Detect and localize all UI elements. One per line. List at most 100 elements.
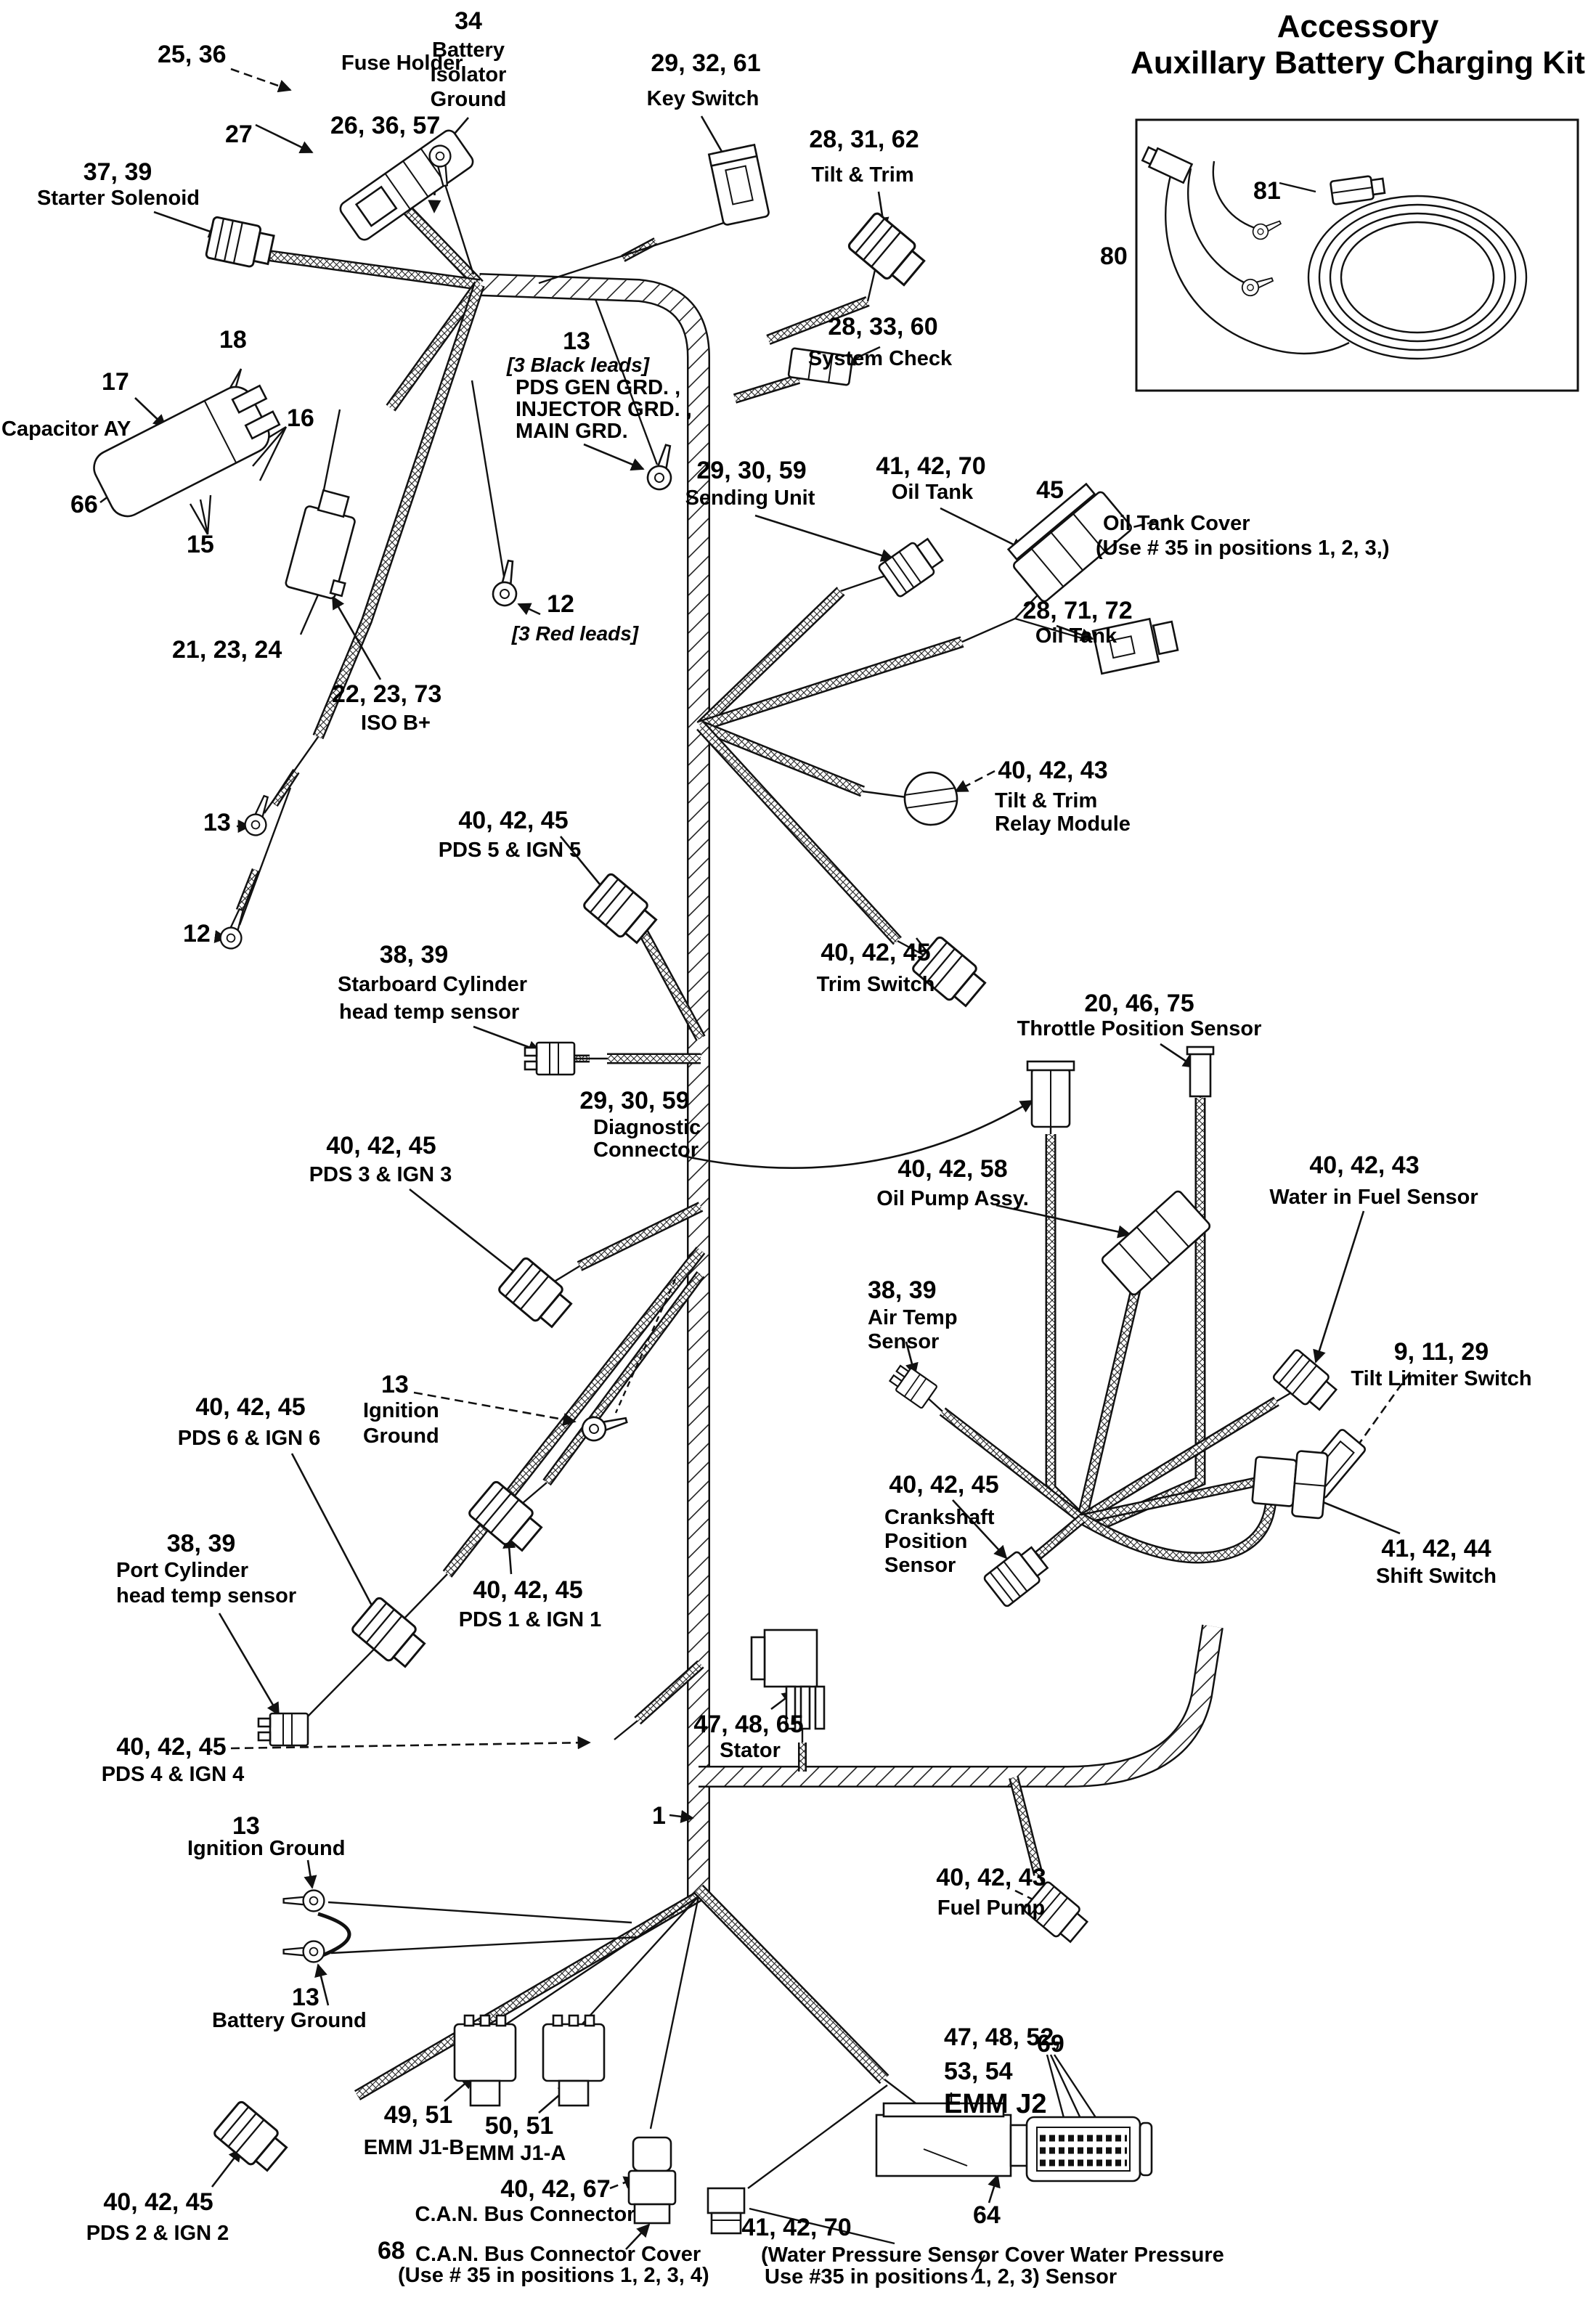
- pds2-connector: [211, 2099, 292, 2177]
- label-tilt-limiter-name: Tilt Limiter Switch: [1351, 1367, 1532, 1390]
- label-water-pressure-nums: 41, 42, 70: [741, 2214, 852, 2241]
- label-18: 18: [219, 326, 247, 354]
- label-stator-name: Stator: [720, 1739, 781, 1762]
- label-black-leads-l1: PDS GEN GRD. ,: [516, 376, 681, 399]
- label-pds4-name: PDS 4 & IGN 4: [101, 1763, 245, 1786]
- key-switch-connector: [707, 143, 770, 226]
- ground-ring-12: [216, 905, 252, 953]
- emm-j2-connector: [875, 2102, 1047, 2177]
- accessory-kit-box: [1135, 118, 1579, 392]
- label-pds5-name: PDS 5 & IGN 5: [438, 839, 582, 862]
- label-pds4-nums: 40, 42, 45: [116, 1733, 227, 1761]
- label-battery-isolator-nums: 34: [455, 7, 482, 35]
- accessory-title-line2: Auxillary Battery Charging Kit: [1131, 45, 1585, 81]
- label-pds2-name: PDS 2 & IGN 2: [86, 2222, 229, 2245]
- label-64: 64: [973, 2201, 1001, 2229]
- label-oil-tank-cover-name: Oil Tank Cover: [1103, 512, 1250, 535]
- sending-unit-connector: [876, 533, 947, 599]
- can-bus-connector-part: [627, 2136, 677, 2225]
- label-pds1-nums: 40, 42, 45: [473, 1576, 583, 1604]
- label-water-pressure-l1: (Water Pressure Sensor Cover Water Press…: [761, 2243, 1224, 2267]
- label-j2-name: EMM J2: [944, 2089, 1047, 2119]
- label-16: 16: [287, 404, 314, 432]
- label-port-l2: head temp sensor: [116, 1584, 297, 1607]
- label-black-leads-note: [3 Black leads]: [506, 354, 650, 376]
- label-throttle-nums: 20, 46, 75: [1084, 990, 1194, 1017]
- label-black-leads-l2: INJECTOR GRD. ,: [516, 398, 692, 421]
- oil-pump-connector: [1101, 1190, 1211, 1296]
- label-battery-isolator-l2: Isolator: [430, 63, 507, 86]
- label-27: 27: [225, 121, 253, 148]
- fuse-holder-part: [339, 129, 474, 241]
- label-81: 81: [1253, 177, 1281, 205]
- label-oil-tank-b-name: Oil Tank: [1035, 624, 1117, 648]
- label-17: 17: [102, 368, 129, 396]
- label-fuse-holder-name: Fuse Holder: [341, 52, 463, 75]
- tilt-trim-relay-connector: [903, 771, 958, 826]
- label-oil-tank-cover-nums: 45: [1036, 476, 1064, 504]
- oil-tank-connector: [1006, 482, 1132, 603]
- label-j1b-nums: 49, 51: [383, 2101, 453, 2129]
- label-key-switch-name: Key Switch: [646, 87, 760, 110]
- label-air-temp-l1: Air Temp: [868, 1306, 958, 1329]
- label-water-fuel-name: Water in Fuel Sensor: [1269, 1186, 1478, 1209]
- port-head-temp-sensor: [257, 1712, 309, 1747]
- emm-j1a-connector: [542, 2014, 606, 2107]
- label-tilt-trim-nums: 28, 31, 62: [809, 126, 919, 153]
- label-j1b-name: EMM J1-B: [363, 2136, 465, 2159]
- label-starter-solenoid-nums: 37, 39: [83, 158, 152, 186]
- iso-b-relay: [285, 489, 356, 600]
- ground-ring-13: [241, 792, 277, 839]
- label-oil-tank-a-name: Oil Tank: [891, 481, 974, 504]
- label-port-l1: Port Cylinder: [116, 1559, 249, 1582]
- label-air-temp-nums: 38, 39: [868, 1276, 937, 1304]
- label-shift-switch-name: Shift Switch: [1376, 1565, 1497, 1588]
- label-sending-unit-nums: 29, 30, 59: [696, 457, 807, 484]
- red-leads-ring: [490, 558, 524, 608]
- label-tt-relay-l1: Tilt & Trim: [995, 789, 1098, 812]
- label-capacitor-ay: Capacitor AY: [1, 417, 131, 441]
- label-j1a-nums: 50, 51: [484, 2112, 554, 2140]
- label-starter-solenoid-name: Starter Solenoid: [37, 187, 200, 210]
- label-tilt-trim-name: Tilt & Trim: [811, 163, 914, 187]
- battery-ground-ring: [282, 1940, 325, 1963]
- label-diagnostic-nums: 29, 30, 59: [579, 1087, 690, 1114]
- label-pds6-nums: 40, 42, 45: [195, 1393, 306, 1421]
- j2-pin-housing: [1025, 2116, 1153, 2182]
- starter-solenoid-connector: [204, 215, 277, 272]
- label-j2-l2: 53, 54: [944, 2058, 1013, 2085]
- label-ign-ground-mid-l2: Ground: [363, 1424, 439, 1448]
- label-water-fuel-nums: 40, 42, 43: [1309, 1152, 1420, 1179]
- label-black-leads-l3: MAIN GRD.: [516, 420, 628, 443]
- label-ign-ground-mid-l1: Ignition: [363, 1399, 439, 1422]
- label-13-lead: 13: [203, 809, 231, 836]
- label-system-check-nums: 28, 33, 60: [828, 313, 938, 341]
- label-ign-ground-low-name: Ignition Ground: [187, 1837, 346, 1860]
- stator-connector: [750, 1629, 826, 1730]
- label-shift-switch-nums: 41, 42, 44: [1381, 1535, 1491, 1562]
- label-fuse-holder-nums: 25, 36: [158, 41, 227, 68]
- water-in-fuel-connector: [1271, 1348, 1341, 1415]
- label-air-temp-l2: Sensor: [868, 1330, 940, 1353]
- label-red-leads-note: [3 Red leads]: [511, 622, 639, 645]
- label-red-leads-nums: 12: [547, 590, 574, 618]
- accessory-title-line1: Accessory: [1277, 9, 1439, 44]
- oil-tank-2-connector: [1091, 617, 1179, 675]
- label-12-lead: 12: [183, 920, 211, 947]
- label-port-nums: 38, 39: [166, 1530, 236, 1557]
- lower-trunk: [699, 1625, 1222, 1786]
- label-system-check-name: System Check: [807, 347, 953, 370]
- label-water-pressure-l2: Use #35 in positions 1, 2, 3) Sensor: [765, 2265, 1117, 2288]
- label-15: 15: [187, 531, 214, 558]
- label-oil-pump-nums: 40, 42, 58: [897, 1155, 1008, 1183]
- label-battery-ground-nums: 13: [292, 1984, 319, 2011]
- label-tt-relay-l2: Relay Module: [995, 812, 1131, 836]
- label-iso-b-name: ISO B+: [361, 712, 431, 735]
- label-starboard-nums: 38, 39: [379, 941, 449, 969]
- shift-switch-connector: [1251, 1450, 1329, 1520]
- label-can-cover-note: (Use # 35 in positions 1, 2, 3, 4): [398, 2264, 709, 2287]
- water-pressure-sensor-part: [707, 2187, 746, 2235]
- emm-j1b-connector: [453, 2014, 517, 2107]
